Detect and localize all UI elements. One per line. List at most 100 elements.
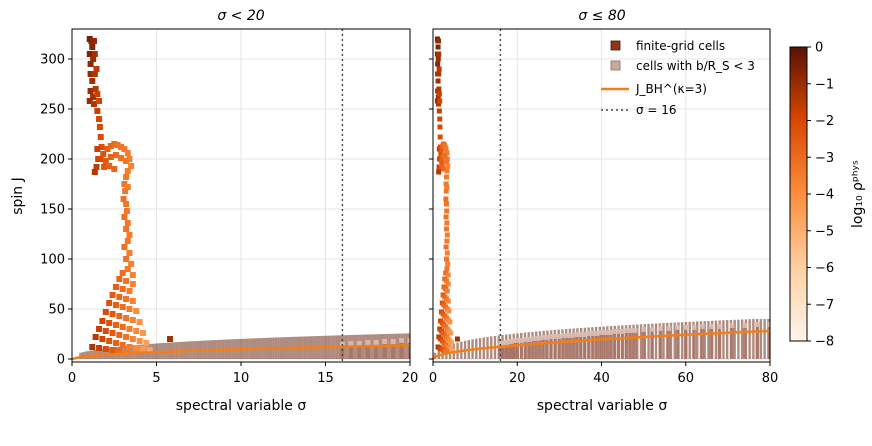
finite-grid-cell bbox=[126, 306, 133, 312]
finite-grid-cell bbox=[435, 94, 441, 100]
low-b-cell-cap bbox=[767, 322, 770, 327]
low-b-cell-cap bbox=[666, 326, 672, 331]
finite-grid-cell bbox=[133, 308, 140, 314]
low-b-cell-cap bbox=[561, 333, 566, 338]
low-b-cell bbox=[700, 327, 705, 359]
finite-grid-cell bbox=[121, 181, 128, 187]
title-left: σ < 20 bbox=[217, 8, 264, 24]
low-b-cell bbox=[399, 341, 404, 359]
low-b-cell bbox=[709, 327, 713, 359]
finite-grid-cell bbox=[121, 214, 128, 220]
low-b-cell bbox=[500, 344, 505, 359]
finite-grid-cell bbox=[436, 66, 442, 72]
colorbar: 0 −1 −2 −3 −4 −5 −6 −7 −8 log₁₀ ρᵖʰʸˢ bbox=[789, 41, 866, 350]
colorbar-tick-label: −2 bbox=[815, 114, 834, 129]
low-b-cell-cap bbox=[523, 337, 528, 342]
finite-grid-cell bbox=[445, 261, 451, 267]
finite-grid-cell bbox=[438, 151, 444, 157]
low-b-cell bbox=[515, 341, 519, 359]
finite-grid-cell bbox=[129, 281, 136, 287]
low-b-cell bbox=[587, 334, 591, 359]
finite-grid-cell bbox=[443, 244, 449, 250]
low-b-cell bbox=[391, 342, 396, 359]
low-b-cell-cap bbox=[620, 329, 625, 334]
finite-grid-cell bbox=[123, 158, 130, 164]
ticks-right: 0 20 40 60 80 bbox=[429, 58, 778, 386]
finite-grid-cell bbox=[443, 201, 449, 207]
finite-cell-band bbox=[763, 319, 766, 359]
finite-grid-cell bbox=[126, 250, 133, 256]
colorbar-tick-label: −4 bbox=[815, 188, 834, 203]
low-b-cell bbox=[625, 331, 629, 359]
finite-cell-band bbox=[681, 322, 684, 359]
finite-grid-cell bbox=[124, 168, 131, 174]
low-b-cell-cap bbox=[382, 339, 388, 344]
low-b-cell-cap bbox=[536, 336, 541, 341]
finite-cell-band bbox=[636, 324, 639, 359]
finite-cell-band bbox=[740, 319, 744, 359]
low-b-cell-cap bbox=[717, 324, 722, 329]
low-b-cell bbox=[340, 345, 345, 359]
low-b-cell bbox=[591, 334, 595, 359]
low-b-cell-cap bbox=[755, 322, 760, 327]
finite-grid-cell bbox=[444, 250, 450, 256]
finite-cell-band bbox=[714, 320, 718, 359]
low-b-cell-cap bbox=[531, 336, 537, 341]
low-b-cell bbox=[511, 342, 515, 359]
finite-grid-cell bbox=[124, 266, 131, 272]
finite-grid-cell bbox=[126, 326, 133, 332]
title-right: σ ≤ 80 bbox=[578, 8, 625, 24]
finite-grid-cell bbox=[444, 150, 450, 156]
finite-grid-cell bbox=[437, 134, 443, 140]
finite-grid-cell bbox=[439, 146, 445, 152]
finite-grid-cell bbox=[119, 304, 126, 310]
finite-grid-cell bbox=[93, 66, 100, 72]
low-b-cell bbox=[544, 338, 549, 359]
finite-grid-cell bbox=[99, 336, 106, 342]
low-b-cell bbox=[574, 335, 578, 359]
finite-grid-cell bbox=[443, 188, 449, 194]
colorbar-label: log₁₀ ρᵖʰʸˢ bbox=[850, 160, 866, 228]
finite-grid-cell bbox=[123, 208, 130, 214]
finite-grid-cell bbox=[435, 78, 441, 84]
panel-right: 0 20 40 60 80 σ ≤ 80 spectral variable σ fin… bbox=[429, 8, 778, 414]
legend-label-sigma16: σ = 16 bbox=[636, 103, 677, 117]
low-b-cell bbox=[633, 331, 637, 359]
legend-swatch-finite bbox=[610, 40, 621, 51]
finite-grid-cell bbox=[87, 61, 94, 67]
finite-grid-cell bbox=[445, 298, 451, 304]
low-b-cell bbox=[675, 328, 680, 359]
low-b-cell bbox=[532, 339, 536, 359]
grid-right bbox=[432, 29, 771, 362]
finite-grid-cell bbox=[104, 146, 111, 152]
finite-grid-cell bbox=[112, 322, 119, 328]
low-b-cell bbox=[582, 335, 587, 359]
finite-grid-cell bbox=[111, 166, 118, 172]
finite-grid-cell bbox=[90, 101, 97, 107]
finite-grid-cell bbox=[443, 158, 449, 164]
finite-grid-cell bbox=[94, 108, 101, 114]
finite-grid-cell bbox=[94, 91, 101, 97]
low-b-cell-cap bbox=[683, 325, 688, 330]
x-tick-label: 5 bbox=[152, 371, 160, 386]
finite-grid-cell bbox=[102, 346, 109, 352]
low-b-cell bbox=[620, 332, 625, 359]
finite-grid-cell bbox=[94, 146, 101, 152]
low-b-cell bbox=[603, 333, 608, 359]
low-b-cell bbox=[768, 325, 770, 359]
low-b-cell bbox=[519, 341, 524, 359]
finite-grid-cell bbox=[123, 256, 130, 262]
low-b-cell-cap bbox=[390, 339, 396, 344]
low-b-cell bbox=[595, 334, 600, 359]
finite-grid-cell bbox=[443, 174, 449, 180]
finite-grid-cell bbox=[126, 344, 133, 350]
finite-grid-cell bbox=[96, 98, 103, 104]
finite-grid-cell bbox=[91, 71, 98, 77]
finite-grid-cell bbox=[435, 38, 441, 44]
finite-grid-cell bbox=[87, 71, 94, 77]
ylabel-left: spin J bbox=[10, 177, 26, 215]
finite-grid-cell bbox=[445, 281, 451, 287]
y-tick-label: 300 bbox=[40, 53, 65, 68]
low-b-cell bbox=[717, 327, 722, 359]
